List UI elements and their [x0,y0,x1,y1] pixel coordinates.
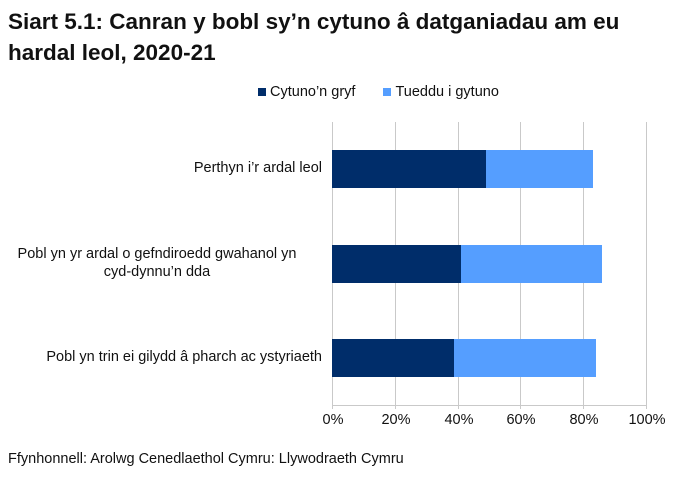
source-note: Ffynhonnell: Arolwg Cenedlaethol Cymru: … [8,451,404,467]
legend-label-tend-to-agree: Tueddu i gytuno [395,84,499,100]
bar-row [332,339,596,377]
chart-title: Siart 5.1: Canran y bobl sy’n cytuno â d… [8,9,620,65]
x-tick-mark [458,405,459,409]
x-tick-mark [646,405,647,409]
legend-label-strongly-agree: Cytuno’n gryf [270,84,356,100]
bar-segment-tend-to-agree [485,150,593,188]
x-tick-label: 100% [628,412,666,428]
x-tick-label: 20% [381,412,411,428]
legend-swatch-tend-to-agree [383,88,392,96]
gridline [646,122,647,405]
x-tick-label: 40% [444,412,474,428]
x-tick-mark [583,405,584,409]
chart-legend: Cytuno’n gryf Tueddu i gytuno [258,82,527,102]
legend-item-tend-to-agree: Tueddu i gytuno [383,84,499,100]
bar-segment-strongly-agree [332,150,486,188]
x-tick-label: 0% [322,412,344,428]
legend-item-strongly-agree: Cytuno’n gryf [258,84,355,100]
category-label: Perthyn i’r ardal leol [193,160,322,177]
bar-segment-tend-to-agree [460,245,603,283]
bar-segment-tend-to-agree [454,339,596,377]
x-tick-label: 80% [569,412,599,428]
x-tick-label: 60% [506,412,536,428]
x-tick-mark [520,405,521,409]
bar-segment-strongly-agree [332,245,461,283]
category-label: Pobl yn trin ei gilydd â pharch ac ystyr… [46,348,322,365]
bar-row [332,245,603,283]
bar-row [332,150,593,188]
category-label: Pobl yn yr ardal o gefndiroedd gwahanol … [17,245,297,280]
legend-swatch-strongly-agree [258,88,266,96]
bar-segment-strongly-agree [332,339,455,377]
x-axis-line [332,405,647,406]
x-tick-mark [395,405,396,409]
x-tick-mark [332,405,333,409]
plot-area [332,122,647,405]
